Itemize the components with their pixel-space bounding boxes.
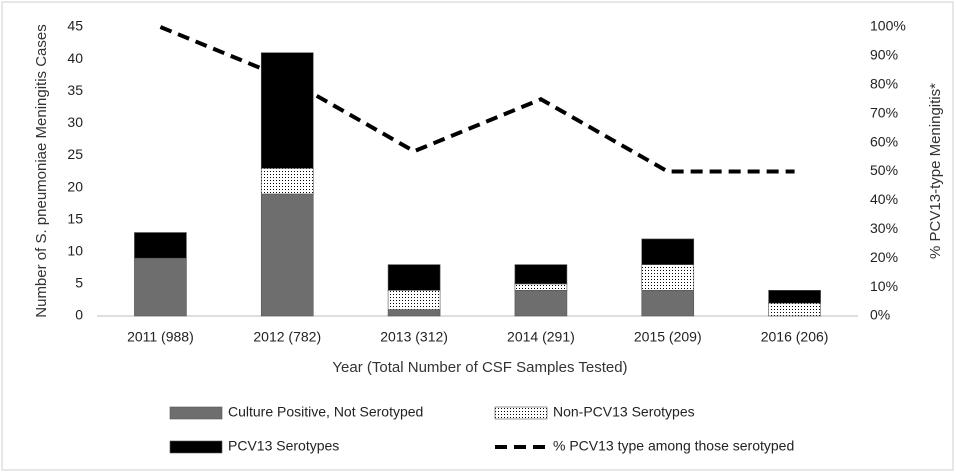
y-axis-title: Number of S. pneumoniae Meningitis Cases xyxy=(33,24,50,317)
y-tick-label: 0 xyxy=(75,307,83,323)
y-tick-label: 40 xyxy=(67,50,83,66)
bar-segment xyxy=(387,264,441,291)
y2-tick-label: 100% xyxy=(870,18,906,34)
y2-tick-label: 60% xyxy=(870,133,898,149)
y2-tick-label: 10% xyxy=(870,278,898,294)
legend-swatch xyxy=(169,440,223,454)
y2-tick-label: 0% xyxy=(870,307,890,323)
legend-label: PCV13 Serotypes xyxy=(228,438,339,454)
bar-segment xyxy=(768,302,821,317)
y-tick-label: 25 xyxy=(67,146,83,162)
bar-segment xyxy=(387,290,441,310)
bar-segment xyxy=(641,264,695,291)
bar-segment xyxy=(260,167,314,195)
bar-segment xyxy=(134,232,187,259)
bar-segment xyxy=(134,257,187,317)
y-tick-label: 45 xyxy=(67,18,83,34)
x-tick-label: 2016 (206) xyxy=(761,329,829,345)
x-tick-label: 2012 (782) xyxy=(253,329,321,345)
x-tick-label: 2013 (312) xyxy=(380,329,448,345)
legend-swatch xyxy=(169,406,223,420)
bar-segment xyxy=(387,309,441,317)
y-tick-label: 20 xyxy=(67,178,83,194)
y2-tick-label: 30% xyxy=(870,220,898,236)
bar-segment xyxy=(514,290,568,317)
bar-segment xyxy=(641,290,695,317)
y2-tick-label: 80% xyxy=(870,76,898,92)
x-axis-title: Year (Total Number of CSF Samples Tested… xyxy=(332,359,627,376)
y-tick-label: 5 xyxy=(75,275,83,291)
bar-segment xyxy=(641,238,695,265)
y2-tick-label: 40% xyxy=(870,191,898,207)
bar-segment xyxy=(260,193,314,317)
legend-swatch xyxy=(494,406,548,420)
x-tick-label: 2014 (291) xyxy=(507,329,575,345)
bar-segment xyxy=(768,290,821,304)
x-tick-label: 2015 (209) xyxy=(634,329,702,345)
line-series xyxy=(159,25,795,174)
bar-segment xyxy=(514,283,568,291)
y2-tick-label: 50% xyxy=(870,162,898,178)
y-tick-label: 10 xyxy=(67,242,83,258)
x-tick-label: 2011 (988) xyxy=(127,329,194,345)
legend-label: % PCV13 type among those serotyped xyxy=(553,438,794,454)
y2-tick-label: 70% xyxy=(870,104,898,120)
y2-axis-title: % PCV13-type Meningitis* xyxy=(927,83,944,259)
bar-segment xyxy=(514,264,568,285)
y2-tick-label: 90% xyxy=(870,47,898,63)
y-tick-label: 15 xyxy=(67,210,83,226)
legend-label: Non-PCV13 Serotypes xyxy=(553,404,695,420)
y-tick-label: 35 xyxy=(67,82,83,98)
legend-label: Culture Positive, Not Serotyped xyxy=(228,404,423,420)
y-tick-label: 30 xyxy=(67,114,83,130)
y2-tick-label: 20% xyxy=(870,249,898,265)
